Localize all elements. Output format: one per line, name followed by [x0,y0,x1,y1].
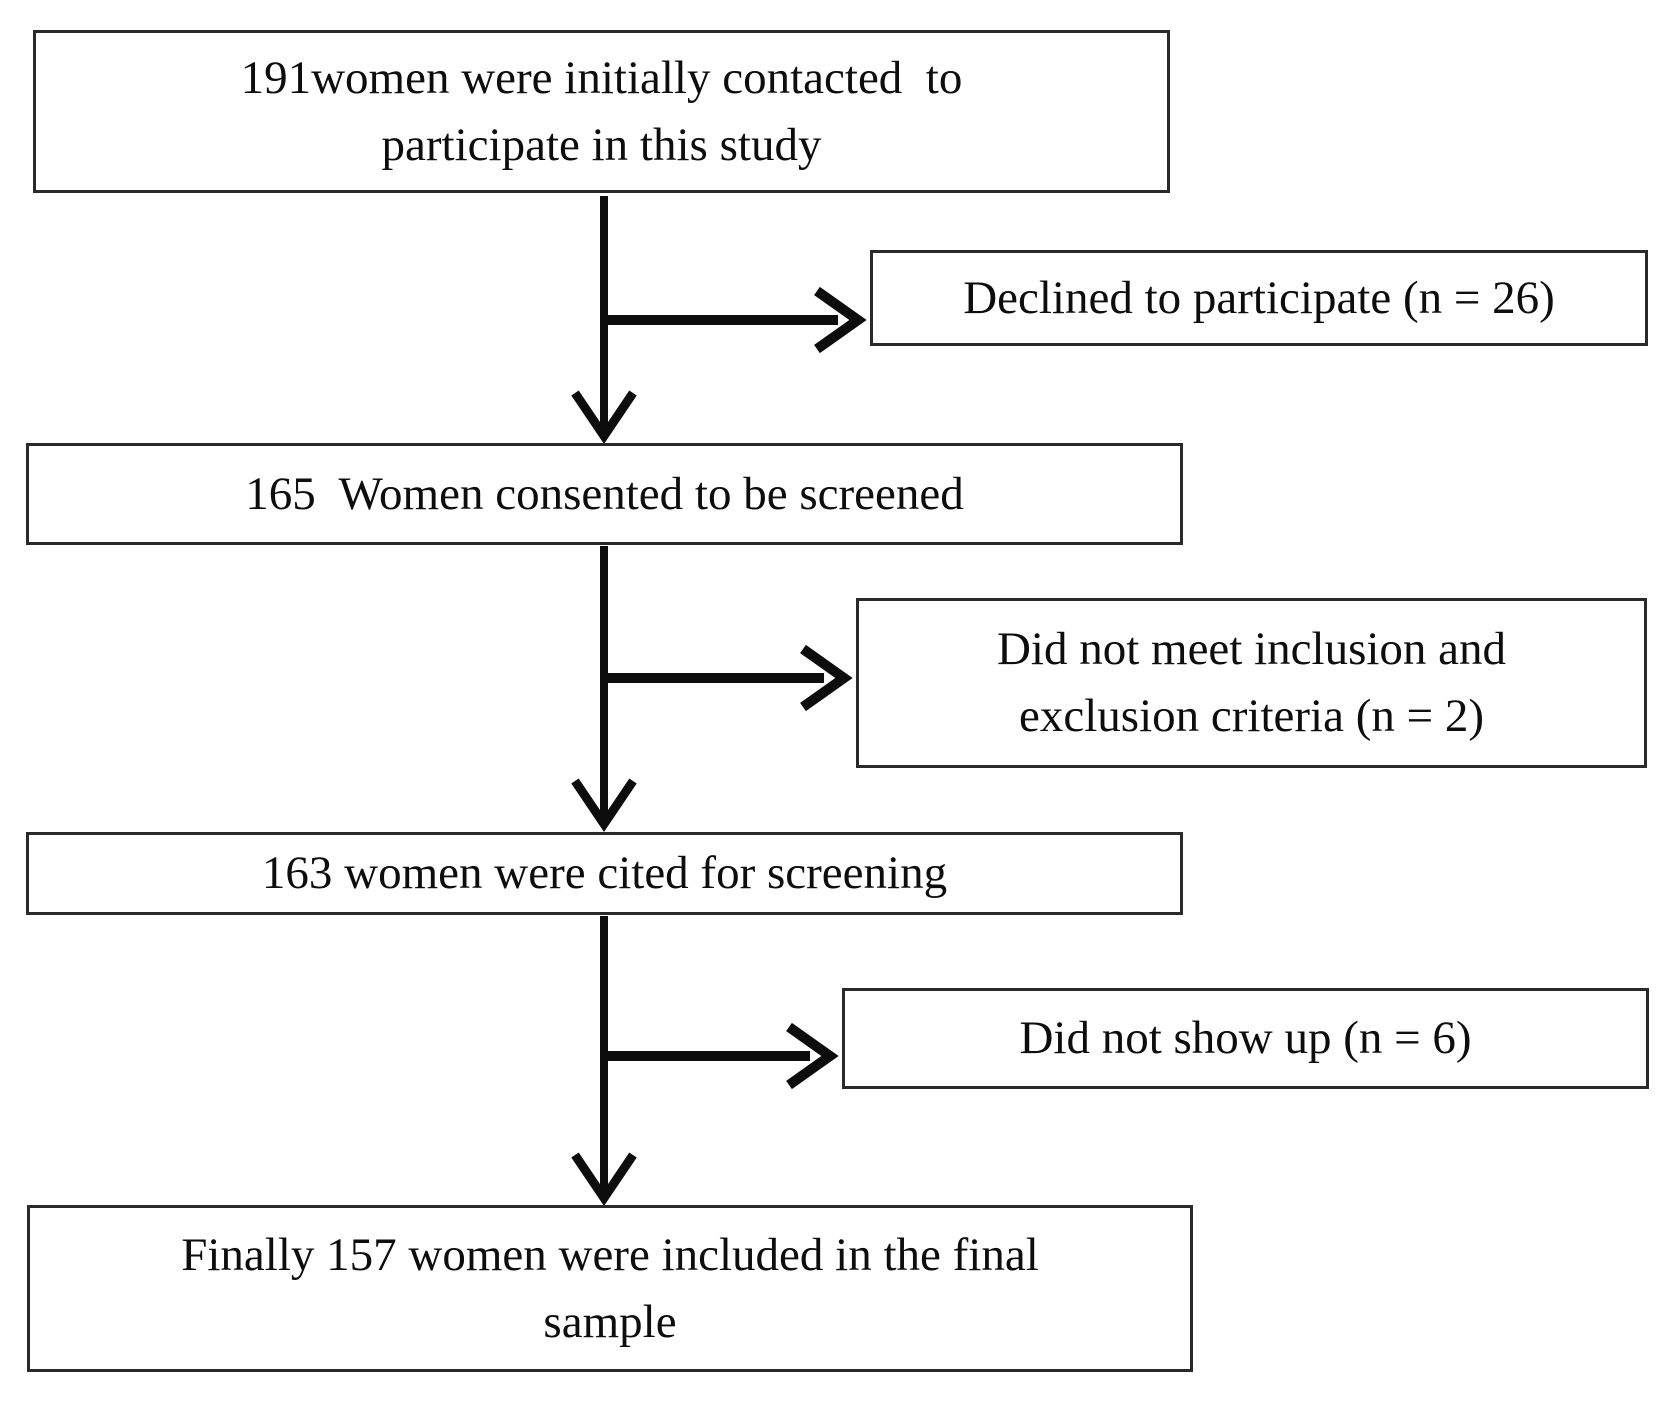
node-did-not-show-up: Did not show up (n = 6) [842,988,1649,1089]
node-text-line: participate in this study [381,118,822,171]
node-text-line: Did not meet inclusion and [996,623,1507,676]
arrow-consented-to-cited [571,546,637,833]
arrowhead-down-icon [571,390,637,445]
node-text-line: 165 Women consented to be screened [245,467,964,520]
node-final-sample: Finally 157 women were included in the f… [27,1205,1193,1372]
arrowhead-down-icon [571,1152,637,1207]
arrow-branch-noshow [604,1022,839,1090]
node-text-line: Declined to participate (n = 26) [963,271,1555,324]
arrowhead-right-icon [814,286,867,354]
arrowhead-down-icon [571,778,637,833]
node-did-not-meet-criteria: Did not meet inclusion and exclusion cri… [856,598,1647,768]
node-text-line: 163 women were cited for screening [261,847,948,900]
node-initially-contacted: 191women were initially contacted to par… [33,30,1170,193]
node-text-line: sample [543,1295,677,1348]
arrow-branch-excluded [604,644,853,712]
node-text-line: exclusion criteria (n = 2) [1019,690,1484,742]
node-text-line: Finally 157 women were included in the f… [181,1228,1039,1281]
node-cited-for-screening: 163 women were cited for screening [26,832,1183,915]
node-declined-to-participate: Declined to participate (n = 26) [870,250,1648,346]
arrow-branch-declined [604,286,867,354]
arrowhead-right-icon [786,1022,839,1090]
node-text-line: Did not show up (n = 6) [1019,1012,1472,1065]
arrow-cited-to-final [571,916,637,1207]
arrow-contacted-to-consented [571,196,637,445]
node-text-line: 191women were initially contacted to [240,51,963,104]
node-consented-to-screening: 165 Women consented to be screened [26,443,1183,545]
arrowhead-right-icon [800,644,853,712]
